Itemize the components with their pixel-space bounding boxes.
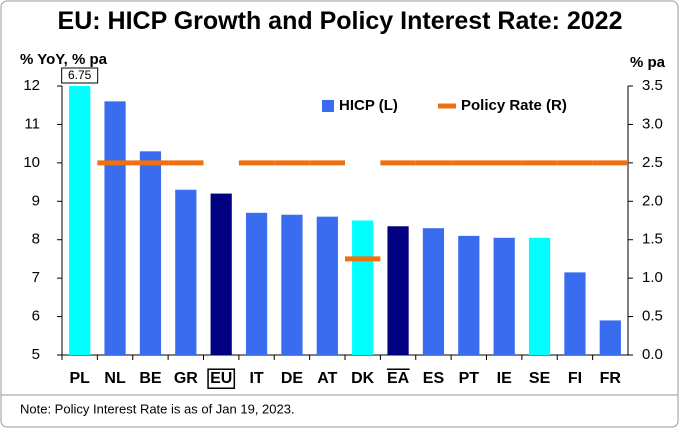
y-tick-label: 10 [23, 154, 40, 171]
bar [352, 220, 374, 355]
x-tick-label: PL [69, 370, 90, 387]
y2-tick-label: 2.5 [642, 154, 663, 171]
x-tick-label: SE [529, 370, 551, 387]
y2-tick-label: 0.0 [642, 346, 663, 363]
x-tick-label: FI [568, 370, 582, 387]
bar [139, 151, 162, 355]
y2-tick-label: 1.0 [642, 269, 663, 286]
bar [104, 101, 126, 355]
y2-axis-label: % pa [630, 54, 666, 71]
bar [528, 237, 551, 355]
x-tick-label: IT [249, 370, 263, 387]
bar [422, 228, 445, 355]
x-tick-label: GR [174, 370, 198, 387]
x-tick-label: ES [423, 370, 445, 387]
bar [316, 216, 338, 355]
bar [69, 86, 91, 355]
x-tick-label: PT [459, 370, 480, 387]
bar [458, 235, 480, 355]
bar [564, 272, 586, 355]
y2-tick-label: 3.0 [642, 115, 663, 132]
legend-swatch [322, 100, 334, 112]
value-label: 6.75 [68, 68, 92, 82]
y-tick-label: 12 [23, 77, 40, 94]
category-box [207, 368, 236, 389]
y-axis-label: % YoY, % pa [20, 51, 108, 68]
y-tick-label: 11 [24, 115, 40, 132]
note: Note: Policy Interest Rate is as of Jan … [20, 401, 295, 416]
bar [387, 226, 409, 355]
y2-tick-label: 0.5 [642, 308, 663, 325]
bar [245, 212, 268, 355]
y-tick-label: 9 [32, 192, 40, 209]
x-tick-label: DE [281, 370, 304, 387]
bar [210, 193, 232, 355]
y-tick-label: 7 [32, 269, 40, 286]
plot-area [69, 86, 628, 355]
y-tick-label: 5 [32, 346, 40, 363]
x-tick-label: IE [497, 370, 512, 387]
x-tick-label: EA [387, 370, 410, 387]
legend-label: Policy Rate (R) [461, 97, 567, 114]
x-tick-label: DK [351, 370, 375, 387]
x-tick-label: AT [317, 370, 337, 387]
y2-tick-label: 1.5 [642, 231, 663, 248]
legend-label: HICP (L) [339, 97, 398, 114]
y-tick-label: 8 [32, 231, 40, 248]
y-tick-label: 6 [32, 308, 40, 325]
x-tick-label: EU [210, 370, 232, 387]
y2-tick-label: 3.5 [642, 77, 663, 94]
bar [599, 320, 621, 355]
value-label-box [61, 67, 99, 84]
chart-title: EU: HICP Growth and Policy Interest Rate… [57, 7, 623, 35]
y2-tick-label: 2.0 [642, 192, 663, 209]
bar [493, 237, 515, 355]
bar [175, 189, 197, 355]
x-tick-label: BE [139, 370, 162, 387]
x-tick-label: FR [600, 370, 622, 387]
bar [281, 214, 303, 355]
x-tick-label: NL [104, 370, 126, 387]
